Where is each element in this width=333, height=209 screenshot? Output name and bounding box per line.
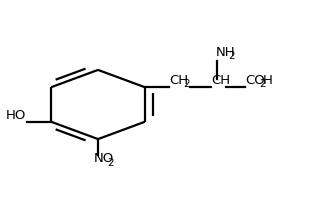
Text: HO: HO [5, 109, 26, 122]
Text: H: H [263, 74, 273, 87]
Text: CO: CO [245, 74, 265, 87]
Text: 2: 2 [183, 79, 189, 89]
Text: CH: CH [211, 74, 230, 87]
Text: 2: 2 [259, 79, 266, 89]
Text: 2: 2 [108, 158, 114, 168]
Text: 2: 2 [228, 51, 235, 61]
Text: NO: NO [94, 153, 115, 166]
Text: NH: NH [215, 46, 235, 59]
Text: CH: CH [169, 74, 188, 87]
